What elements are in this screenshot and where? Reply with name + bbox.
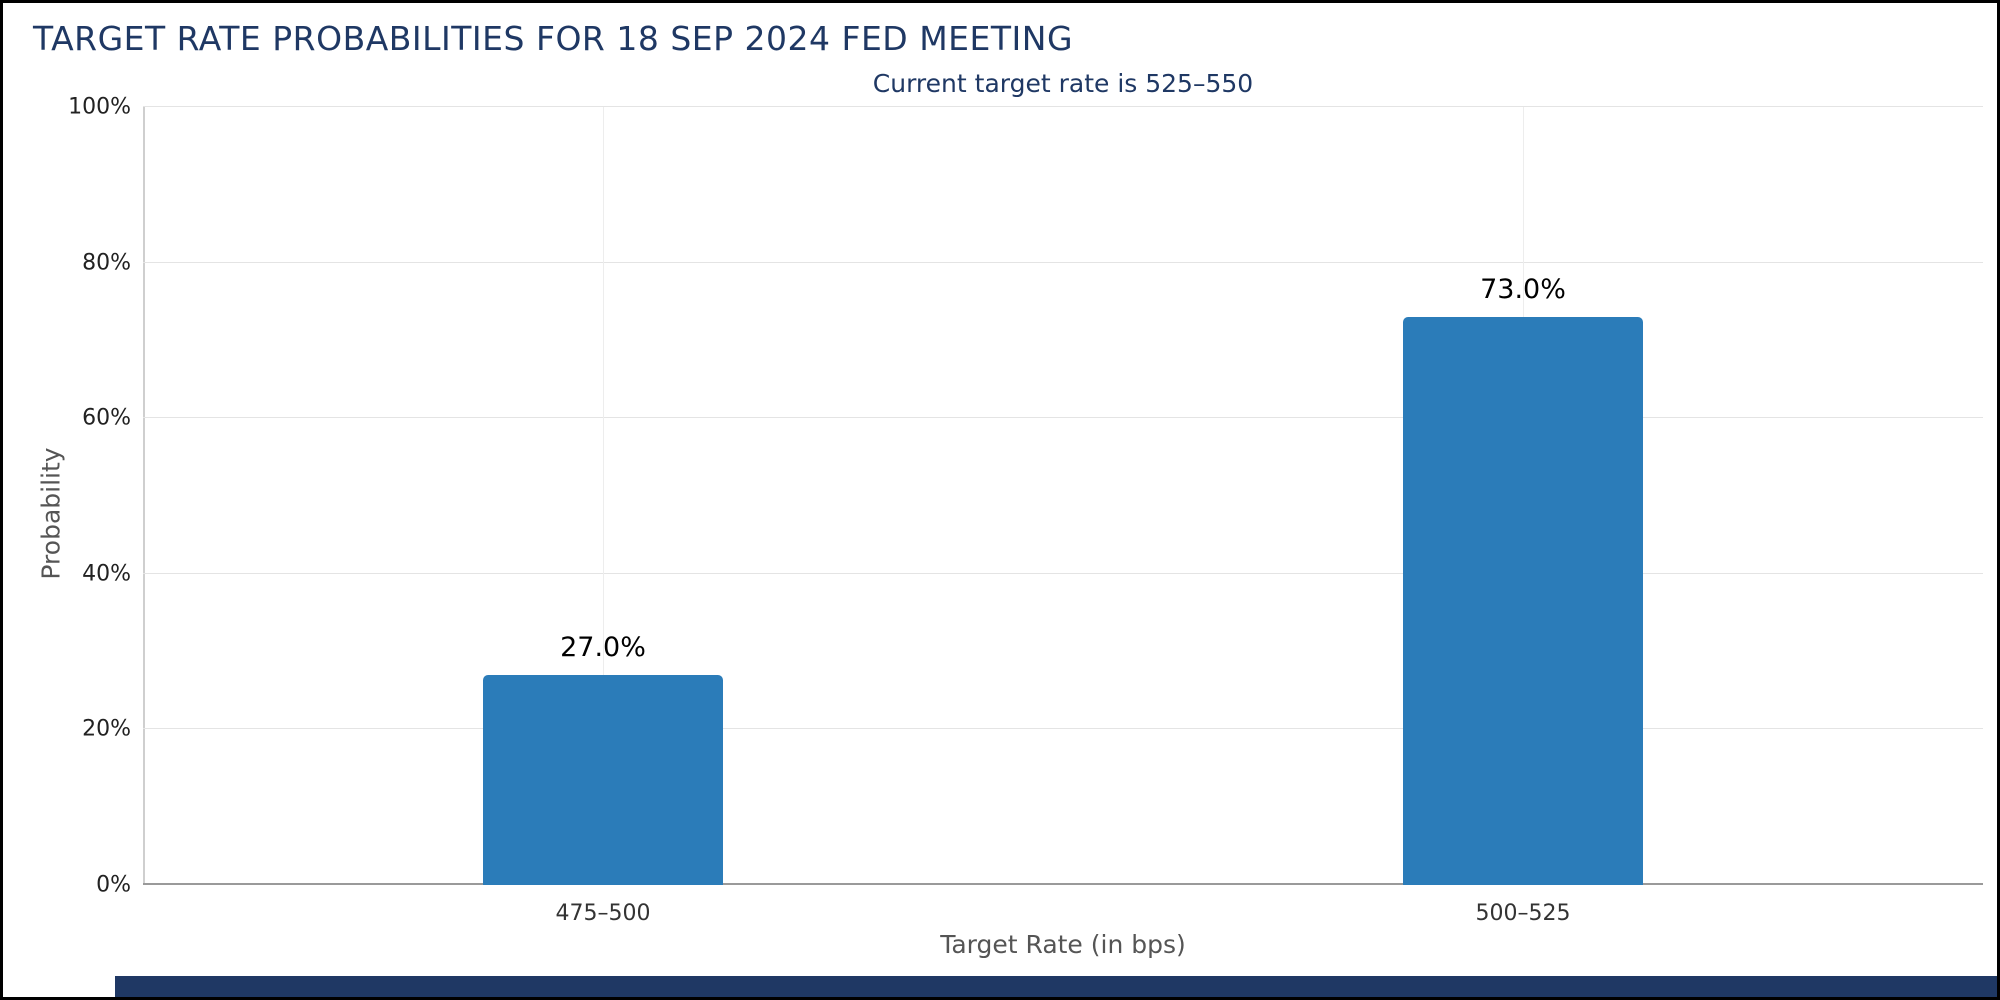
h-gridline [143,417,1983,419]
y-tick-label: 80% [82,250,131,276]
h-gridline [143,261,1983,263]
y-axis-line [143,107,145,885]
v-gridline [603,107,604,885]
footer-strip [115,976,1997,997]
chart-title: TARGET RATE PROBABILITIES FOR 18 SEP 202… [33,19,1074,58]
y-tick-label: 20% [82,716,131,742]
x-tick-label: 500–525 [1475,901,1571,926]
y-tick-label: 60% [82,405,131,431]
bar-475–500[interactable] [483,674,723,885]
h-gridline [143,728,1983,730]
bar-value-label: 27.0% [560,631,646,663]
y-axis-title: Probability [36,447,66,580]
y-tick-label: 0% [96,872,131,898]
x-axis-title: Target Rate (in bps) [940,930,1186,959]
chart-subtitle: Current target rate is 525–550 [872,69,1254,98]
bar-value-label: 73.0% [1480,274,1566,306]
h-gridline [143,572,1983,574]
h-gridline [143,106,1983,107]
x-tick-label: 475–500 [555,901,651,926]
plot-area: 0% 20% 40% 60% 80% 100% 27.0% 475–500 73.0% 500–5… [68,95,1983,926]
y-tick-label: 40% [82,561,131,587]
x-axis-line [143,883,1983,885]
bar-500–525[interactable] [1403,317,1643,885]
y-tick-label: 100% [68,94,131,120]
